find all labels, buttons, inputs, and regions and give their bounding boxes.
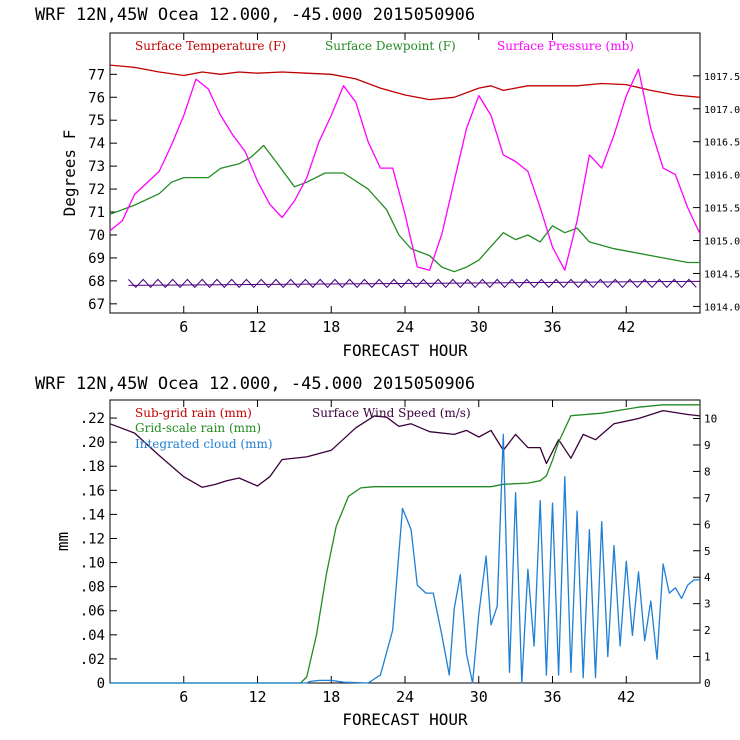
x-tick-label: 18 — [322, 688, 340, 706]
y-tick-label-right: 0 — [704, 677, 711, 690]
y-tick-label-left: 67 — [88, 297, 105, 313]
series-line-surface-pressure-baseline-sawtooth-base — [128, 280, 701, 286]
x-tick-label: 6 — [179, 318, 188, 336]
series-line-grid-scale-rain-mm — [110, 404, 700, 684]
y-tick-label-right: 1015.0 — [704, 237, 740, 248]
y-tick-label-left: 72 — [88, 182, 105, 198]
y-tick-label-left: .20 — [80, 435, 105, 451]
y-tick-label-right: 1017.0 — [704, 105, 740, 116]
x-tick-label: 30 — [470, 318, 488, 336]
y-tick-label-right: 10 — [704, 413, 717, 426]
x-tick-label: 24 — [396, 318, 414, 336]
y-tick-label-left: .16 — [80, 483, 105, 499]
series-line-surface-dewpoint-f — [109, 144, 700, 273]
y-tick-label-left: .14 — [80, 507, 105, 523]
y-tick-label-left: .04 — [80, 628, 105, 644]
x-tick-label: 6 — [179, 688, 188, 706]
y-tick-label-left: 74 — [88, 136, 105, 152]
y-tick-label-right: 1014.5 — [704, 269, 740, 280]
y-tick-label-right: 9 — [704, 439, 711, 452]
y-tick-label-left: .12 — [80, 531, 105, 547]
y-tick-label-left: 71 — [88, 205, 105, 221]
y-tick-label-left: .18 — [80, 459, 105, 475]
y-tick-label-left: 70 — [88, 228, 105, 244]
y-axis-label: Degrees F — [60, 130, 79, 217]
plot-frame — [109, 32, 701, 314]
legend-entry: Surface Pressure (mb) — [497, 39, 634, 53]
legend-entry: Surface Wind Speed (m/s) — [312, 406, 471, 420]
y-tick-label-left: .22 — [80, 411, 105, 427]
y-tick-label-right: 5 — [704, 545, 711, 558]
y-tick-label-left: .08 — [80, 580, 105, 596]
y-tick-label-right: 1016.0 — [704, 171, 740, 182]
y-tick-label-left: 0 — [97, 676, 105, 692]
x-tick-label: 36 — [543, 688, 561, 706]
rain-wind-cloud-chart: WRF 12N,45W Ocea 12.000, -45.000 2015050… — [35, 374, 717, 729]
y-tick-label-left: 75 — [88, 113, 105, 129]
series-line-surface-pressure-mb — [109, 68, 701, 271]
y-tick-label-right: 7 — [704, 492, 711, 505]
y-tick-label-left: 73 — [88, 159, 105, 175]
legend-entry: Grid-scale rain (mm) — [135, 421, 261, 435]
y-tick-label-left: .10 — [80, 556, 105, 572]
chart-title: WRF 12N,45W Ocea 12.000, -45.000 2015050… — [35, 374, 475, 394]
y-tick-label-left: .06 — [80, 604, 105, 620]
y-tick-label-right: 1014.0 — [704, 302, 740, 313]
y-tick-label-left: 77 — [88, 67, 105, 83]
x-tick-label: 12 — [248, 688, 266, 706]
legend-entry: Surface Dewpoint (F) — [325, 39, 456, 53]
x-tick-label: 30 — [470, 688, 488, 706]
series-line-integrated-cloud-mm — [110, 433, 700, 684]
y-tick-label-right: 1016.5 — [704, 138, 740, 149]
y-tick-label-right: 2 — [704, 624, 711, 637]
legend-entry: Surface Temperature (F) — [135, 39, 286, 53]
x-tick-label: 24 — [396, 688, 414, 706]
y-tick-label-right: 4 — [704, 571, 711, 584]
y-tick-label-left: 69 — [88, 251, 105, 267]
y-tick-label-right: 6 — [704, 518, 711, 531]
x-axis-label: FORECAST HOUR — [342, 341, 468, 360]
y-tick-label-right: 1017.5 — [704, 72, 740, 83]
y-tick-label-left: 76 — [88, 90, 105, 106]
y-tick-label-left: 68 — [88, 274, 105, 290]
y-tick-label-right: 1 — [704, 651, 711, 664]
y-tick-label-right: 8 — [704, 465, 711, 478]
y-tick-label-left: .02 — [80, 652, 105, 668]
legend-entry: Integrated cloud (mm) — [135, 437, 273, 451]
series-line-surface-wind-speed-m-s — [109, 409, 701, 488]
y-tick-label-right: 1015.5 — [704, 204, 740, 215]
x-tick-label: 42 — [617, 688, 635, 706]
x-axis-label: FORECAST HOUR — [342, 710, 468, 729]
y-tick-label-right: 3 — [704, 598, 711, 611]
series-line-surface-temperature-f — [109, 64, 701, 101]
x-tick-label: 42 — [617, 318, 635, 336]
x-tick-label: 36 — [543, 318, 561, 336]
chart-title: WRF 12N,45W Ocea 12.000, -45.000 2015050… — [35, 5, 475, 25]
x-tick-label: 12 — [248, 318, 266, 336]
temperature-dewpoint-pressure-chart: WRF 12N,45W Ocea 12.000, -45.000 2015050… — [35, 5, 740, 360]
x-tick-label: 18 — [322, 318, 340, 336]
y-axis-label: mm — [53, 532, 72, 551]
legend-entry: Sub-grid rain (mm) — [135, 406, 252, 420]
